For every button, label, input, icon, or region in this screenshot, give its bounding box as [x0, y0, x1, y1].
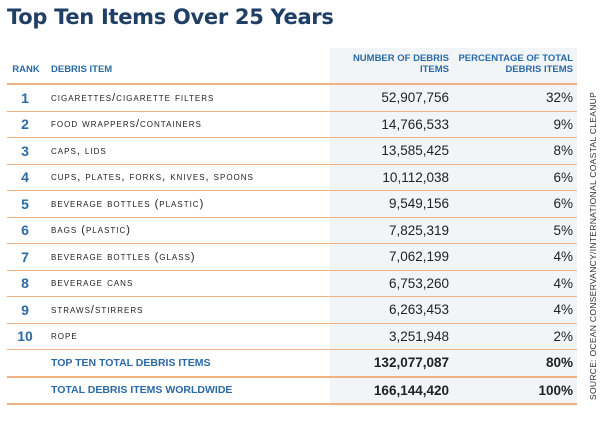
item-cell: Beverage Bottles (Plastic): [43, 190, 330, 218]
percentage-cell: 5%: [453, 217, 577, 244]
header-percentage: PERCENTAGE OF TOTAL DEBRIS ITEMS: [453, 48, 577, 85]
header-debris-item: DEBRIS ITEM: [43, 48, 330, 85]
source-credit: Source: Ocean Conservancy/International …: [588, 91, 598, 400]
number-cell: 6,753,260: [330, 270, 453, 297]
percentage-cell: 6%: [453, 164, 577, 191]
rank-cell: 5: [7, 190, 43, 218]
percentage-cell: 9%: [453, 111, 577, 138]
table-header-row: RANK DEBRIS ITEM NUMBER OF DEBRIS ITEMS …: [7, 48, 577, 85]
item-cell: Straws/Stirrers: [43, 296, 330, 324]
table-row: 1 Cigarettes/Cigarette Filters 52,907,75…: [7, 84, 577, 112]
percentage-cell: 2%: [453, 323, 577, 350]
total-number: 132,077,087: [330, 349, 453, 378]
table-row: 6 Bags (Plastic) 7,825,319 5%: [7, 217, 577, 244]
total-percentage: 80%: [453, 349, 577, 378]
rank-cell: 3: [7, 137, 43, 165]
rank-cell: 9: [7, 296, 43, 324]
rank-cell: 4: [7, 164, 43, 191]
item-cell: Bags (Plastic): [43, 217, 330, 244]
number-cell: 14,766,533: [330, 111, 453, 138]
number-cell: 52,907,756: [330, 84, 453, 112]
total-spacer-cell: [7, 376, 43, 405]
item-cell: Rope: [43, 323, 330, 350]
table-row: 10 Rope 3,251,948 2%: [7, 323, 577, 350]
rank-cell: 8: [7, 270, 43, 297]
table-row: 9 Straws/Stirrers 6,263,453 4%: [7, 296, 577, 324]
debris-table-container: RANK DEBRIS ITEM NUMBER OF DEBRIS ITEMS …: [7, 48, 577, 406]
rank-cell: 7: [7, 243, 43, 271]
total-number: 166,144,420: [330, 376, 453, 405]
table-row: 8 Beverage Cans 6,753,260 4%: [7, 270, 577, 297]
percentage-cell: 4%: [453, 270, 577, 297]
number-cell: 7,062,199: [330, 243, 453, 271]
header-rank: RANK: [7, 48, 43, 85]
page-title: Top Ten Items Over 25 Years: [7, 5, 334, 29]
rank-cell: 1: [7, 84, 43, 112]
debris-table: RANK DEBRIS ITEM NUMBER OF DEBRIS ITEMS …: [7, 48, 577, 405]
number-cell: 6,263,453: [330, 296, 453, 324]
total-label: Total Debris Items Worldwide: [43, 376, 330, 405]
table-row: 5 Beverage Bottles (Plastic) 9,549,156 6…: [7, 190, 577, 218]
percentage-cell: 4%: [453, 296, 577, 324]
item-cell: Caps, Lids: [43, 137, 330, 165]
rank-cell: 6: [7, 217, 43, 244]
total-spacer-cell: [7, 349, 43, 378]
total-percentage: 100%: [453, 376, 577, 405]
table-row: 7 Beverage Bottles (Glass) 7,062,199 4%: [7, 243, 577, 271]
percentage-cell: 4%: [453, 243, 577, 271]
rank-cell: 10: [7, 323, 43, 350]
rank-cell: 2: [7, 111, 43, 138]
percentage-cell: 8%: [453, 137, 577, 165]
number-cell: 10,112,038: [330, 164, 453, 191]
item-cell: Food Wrappers/Containers: [43, 111, 330, 138]
percentage-cell: 6%: [453, 190, 577, 218]
number-cell: 3,251,948: [330, 323, 453, 350]
number-cell: 13,585,425: [330, 137, 453, 165]
item-cell: Beverage Bottles (Glass): [43, 243, 330, 271]
number-cell: 7,825,319: [330, 217, 453, 244]
total-row-top-ten: Top Ten Total Debris Items 132,077,087 8…: [7, 349, 577, 378]
table-row: 4 Cups, Plates, Forks, Knives, Spoons 10…: [7, 164, 577, 191]
table-row: 2 Food Wrappers/Containers 14,766,533 9%: [7, 111, 577, 138]
item-cell: Beverage Cans: [43, 270, 330, 297]
total-row-worldwide: Total Debris Items Worldwide 166,144,420…: [7, 376, 577, 405]
total-label: Top Ten Total Debris Items: [43, 349, 330, 378]
item-cell: Cups, Plates, Forks, Knives, Spoons: [43, 164, 330, 191]
number-cell: 9,549,156: [330, 190, 453, 218]
percentage-cell: 32%: [453, 84, 577, 112]
item-cell: Cigarettes/Cigarette Filters: [43, 84, 330, 112]
header-number: NUMBER OF DEBRIS ITEMS: [330, 48, 453, 85]
table-row: 3 Caps, Lids 13,585,425 8%: [7, 137, 577, 165]
